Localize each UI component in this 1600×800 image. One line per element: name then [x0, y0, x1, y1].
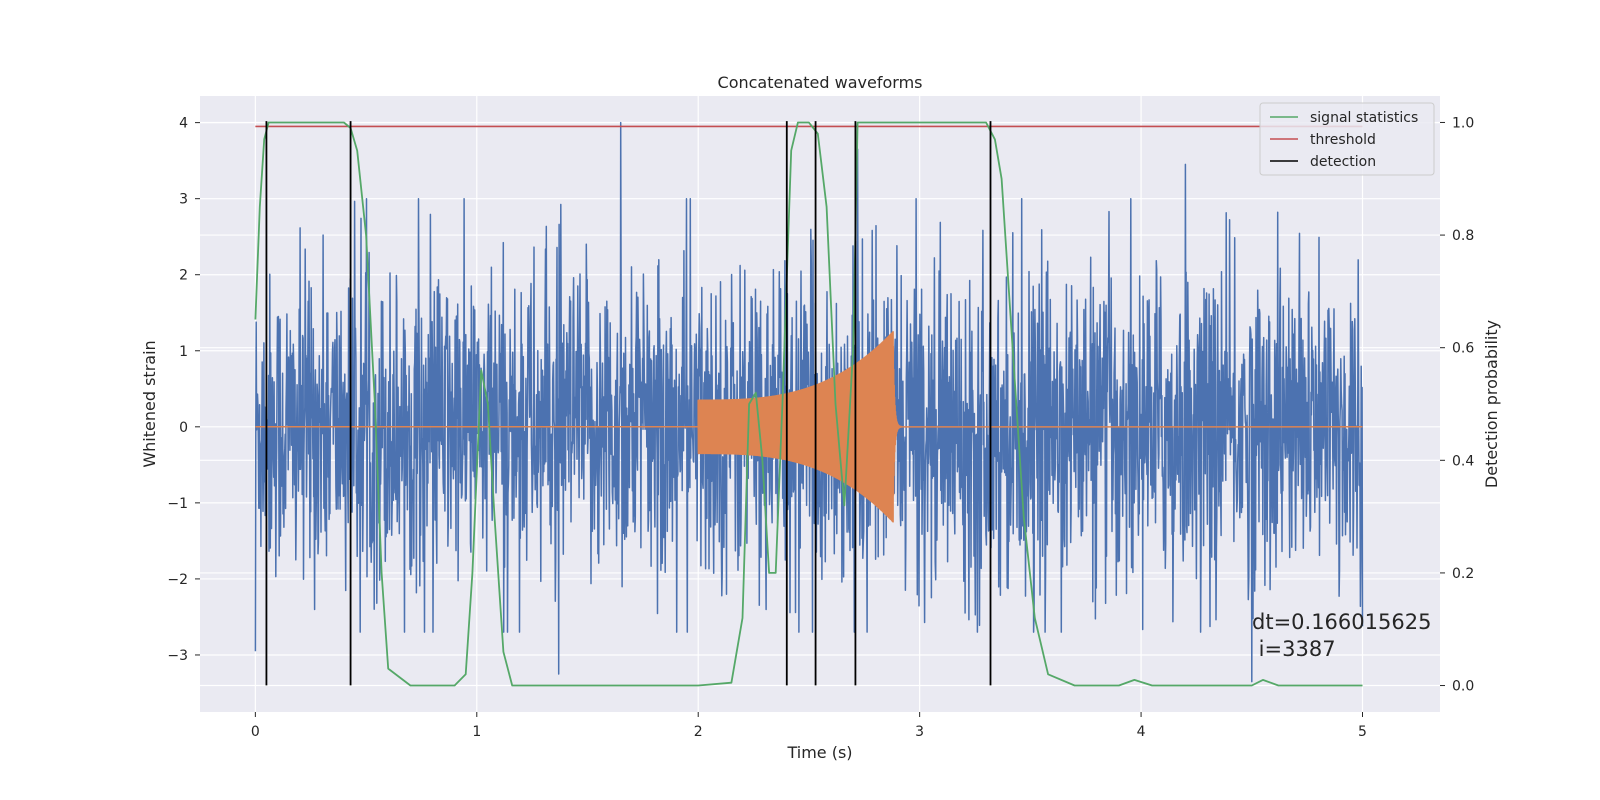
y-tick-label: 3	[179, 192, 188, 208]
chart-title: Concatenated waveforms	[718, 73, 923, 92]
x-tick-label: 1	[472, 724, 481, 740]
annotation-index: i=3387	[1252, 637, 1336, 661]
y2-axis-label: Detection probability	[1482, 320, 1501, 488]
y2-tick-label: 0.6	[1452, 341, 1474, 357]
injection-line	[255, 331, 1363, 523]
x-axis-label: Time (s)	[786, 743, 852, 762]
y-axis-left: −3 −2 −1 0 1 2 3 4	[167, 116, 200, 664]
x-tick-label: 4	[1137, 724, 1146, 740]
y-tick-label: −1	[167, 496, 188, 512]
x-tick-label: 5	[1358, 724, 1367, 740]
y-tick-label: 2	[179, 268, 188, 284]
signal-statistics-line	[254, 121, 1363, 687]
x-axis: 0 1 2 3 4 5	[251, 712, 1367, 740]
y-tick-label: 0	[179, 420, 188, 436]
legend-label-signal-statistics: signal statistics	[1310, 110, 1418, 126]
legend-label-detection: detection	[1310, 154, 1376, 170]
y2-tick-label: 0.0	[1452, 679, 1474, 695]
y-axis-label: Whitened strain	[140, 340, 159, 467]
annotation-dt: dt=0.166015625	[1252, 610, 1431, 634]
signal-statistics-series	[254, 121, 1363, 687]
y2-tick-label: 0.4	[1452, 453, 1474, 469]
x-tick-label: 2	[694, 724, 703, 740]
y-axis-right: 0.0 0.2 0.4 0.6 0.8 1.0	[1440, 115, 1474, 695]
y-tick-label: −3	[167, 648, 188, 664]
x-tick-label: 3	[915, 724, 924, 740]
y-tick-label: 4	[179, 116, 188, 132]
legend-label-threshold: threshold	[1310, 132, 1376, 148]
x-tick-label: 0	[251, 724, 260, 740]
detection-series	[265, 121, 992, 686]
y2-tick-label: 0.8	[1452, 228, 1474, 244]
injection-series	[255, 331, 1363, 523]
y-tick-label: −2	[167, 572, 188, 588]
y2-tick-label: 0.2	[1452, 566, 1474, 582]
annotations: dt=0.166015625 i=3387	[1252, 610, 1431, 661]
legend-box	[1259, 102, 1435, 176]
legend: signal statistics threshold detection	[1259, 102, 1435, 176]
y2-tick-label: 1.0	[1452, 115, 1474, 131]
y-tick-label: 1	[179, 344, 188, 360]
